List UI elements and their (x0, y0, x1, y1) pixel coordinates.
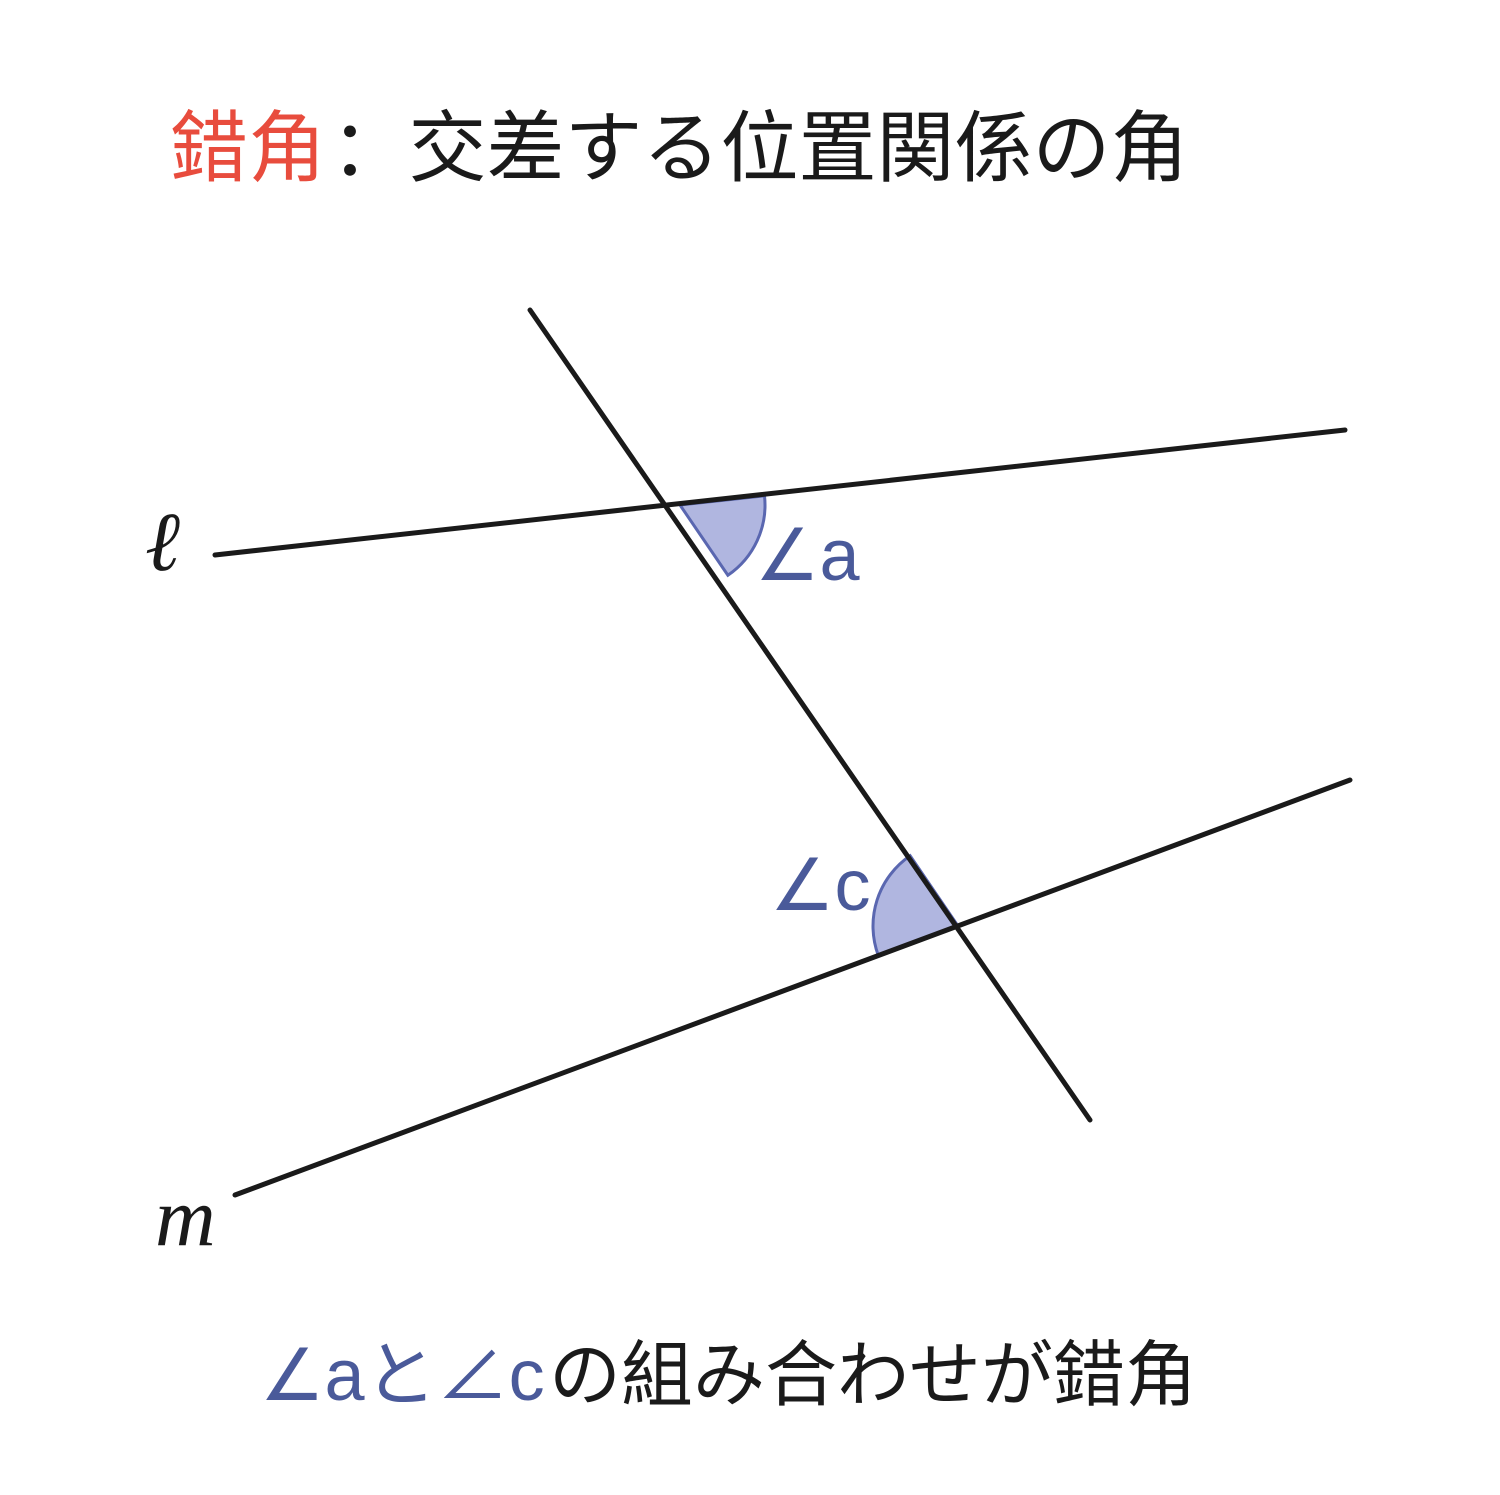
caption: ∠aと∠c の組み合わせが錯角 (260, 1336, 1197, 1416)
caption-black: の組み合わせが錯角 (549, 1336, 1197, 1416)
angle-a-label: ∠a (755, 516, 861, 596)
line-m-label: m (155, 1171, 216, 1264)
angle-a-wedge (680, 496, 765, 575)
title-red: 錯角 (170, 104, 326, 192)
line-m (235, 780, 1350, 1195)
title-black: ：交差する位置関係の角 (330, 104, 1188, 192)
angle-c-label: ∠c (770, 846, 871, 926)
line-l-label: ℓ (145, 496, 180, 589)
transversal-line (530, 310, 1090, 1120)
title: 錯角 ：交差する位置関係の角 (170, 104, 1188, 192)
geometry-diagram: 錯角 ：交差する位置関係の角 ℓ m ∠a ∠c ∠aと∠c の組み合わせが錯角 (0, 0, 1500, 1495)
caption-blue: ∠aと∠c (260, 1336, 545, 1416)
